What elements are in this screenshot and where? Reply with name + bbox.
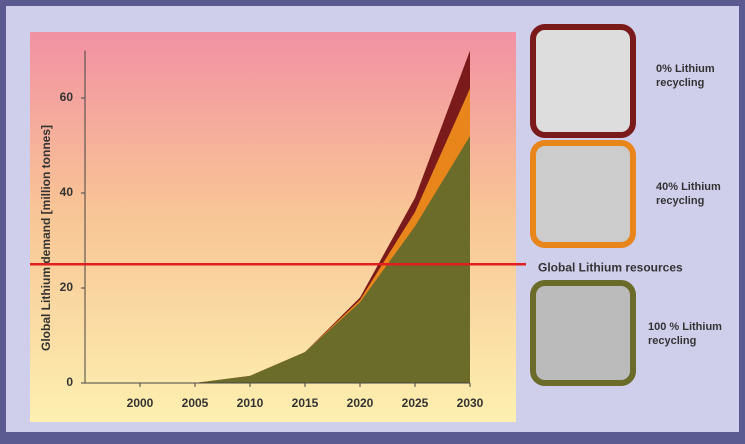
legend-label: 100 % Lithium recycling <box>648 321 722 347</box>
x-tick-label: 2030 <box>457 396 484 410</box>
y-tick-label: 40 <box>60 185 74 199</box>
y-tick-label: 60 <box>60 90 74 104</box>
legend-label: 40% Lithium recycling <box>656 181 721 207</box>
x-tick-label: 2015 <box>292 396 319 410</box>
photo <box>530 24 636 138</box>
y-tick-label: 0 <box>66 375 73 389</box>
photo <box>530 140 636 248</box>
x-tick-label: 2005 <box>182 396 209 410</box>
x-tick-label: 2010 <box>237 396 264 410</box>
x-tick-label: 2025 <box>402 396 429 410</box>
photo <box>530 280 636 386</box>
x-tick-label: 2020 <box>347 396 374 410</box>
y-tick-label: 20 <box>60 280 74 294</box>
annotation-label: Global Lithium resources <box>538 260 683 274</box>
y-axis-label: Global Lithium demand [million tonnes] <box>39 125 53 351</box>
legend-label: 0% Lithium recycling <box>656 63 715 89</box>
area <box>195 136 470 383</box>
x-tick-label: 2000 <box>127 396 154 410</box>
